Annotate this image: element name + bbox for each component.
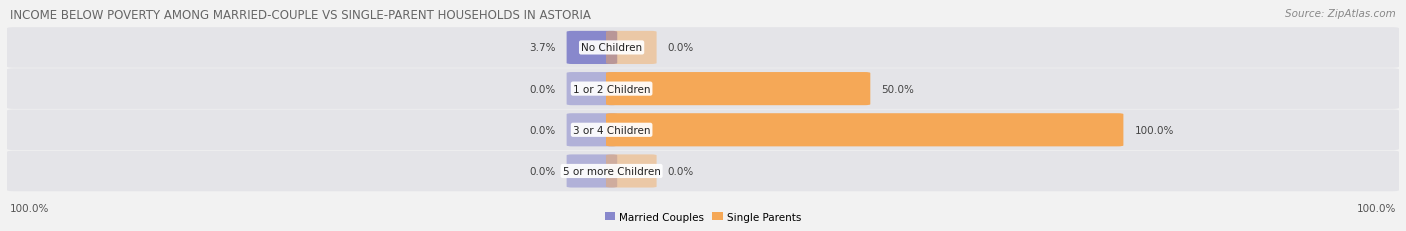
Text: 0.0%: 0.0%: [668, 43, 695, 53]
FancyBboxPatch shape: [7, 69, 1399, 109]
Text: 5 or more Children: 5 or more Children: [562, 166, 661, 176]
Text: 3 or 4 Children: 3 or 4 Children: [572, 125, 651, 135]
FancyBboxPatch shape: [7, 151, 1399, 191]
Text: 3.7%: 3.7%: [529, 43, 555, 53]
Text: 50.0%: 50.0%: [882, 84, 914, 94]
FancyBboxPatch shape: [606, 155, 657, 188]
FancyBboxPatch shape: [567, 73, 617, 106]
FancyBboxPatch shape: [567, 155, 617, 188]
FancyBboxPatch shape: [567, 32, 617, 65]
Text: 100.0%: 100.0%: [1357, 203, 1396, 213]
Text: 0.0%: 0.0%: [529, 166, 555, 176]
Text: INCOME BELOW POVERTY AMONG MARRIED-COUPLE VS SINGLE-PARENT HOUSEHOLDS IN ASTORIA: INCOME BELOW POVERTY AMONG MARRIED-COUPL…: [10, 9, 591, 22]
Text: 100.0%: 100.0%: [1135, 125, 1174, 135]
FancyBboxPatch shape: [567, 114, 617, 147]
Text: Source: ZipAtlas.com: Source: ZipAtlas.com: [1285, 9, 1396, 19]
Legend: Married Couples, Single Parents: Married Couples, Single Parents: [600, 208, 806, 226]
FancyBboxPatch shape: [606, 114, 1123, 147]
Text: No Children: No Children: [581, 43, 643, 53]
Text: 0.0%: 0.0%: [529, 84, 555, 94]
Text: 100.0%: 100.0%: [10, 203, 49, 213]
FancyBboxPatch shape: [606, 32, 657, 65]
FancyBboxPatch shape: [7, 28, 1399, 68]
Text: 0.0%: 0.0%: [668, 166, 695, 176]
FancyBboxPatch shape: [7, 110, 1399, 150]
Text: 0.0%: 0.0%: [529, 125, 555, 135]
Text: 1 or 2 Children: 1 or 2 Children: [572, 84, 651, 94]
FancyBboxPatch shape: [606, 73, 870, 106]
